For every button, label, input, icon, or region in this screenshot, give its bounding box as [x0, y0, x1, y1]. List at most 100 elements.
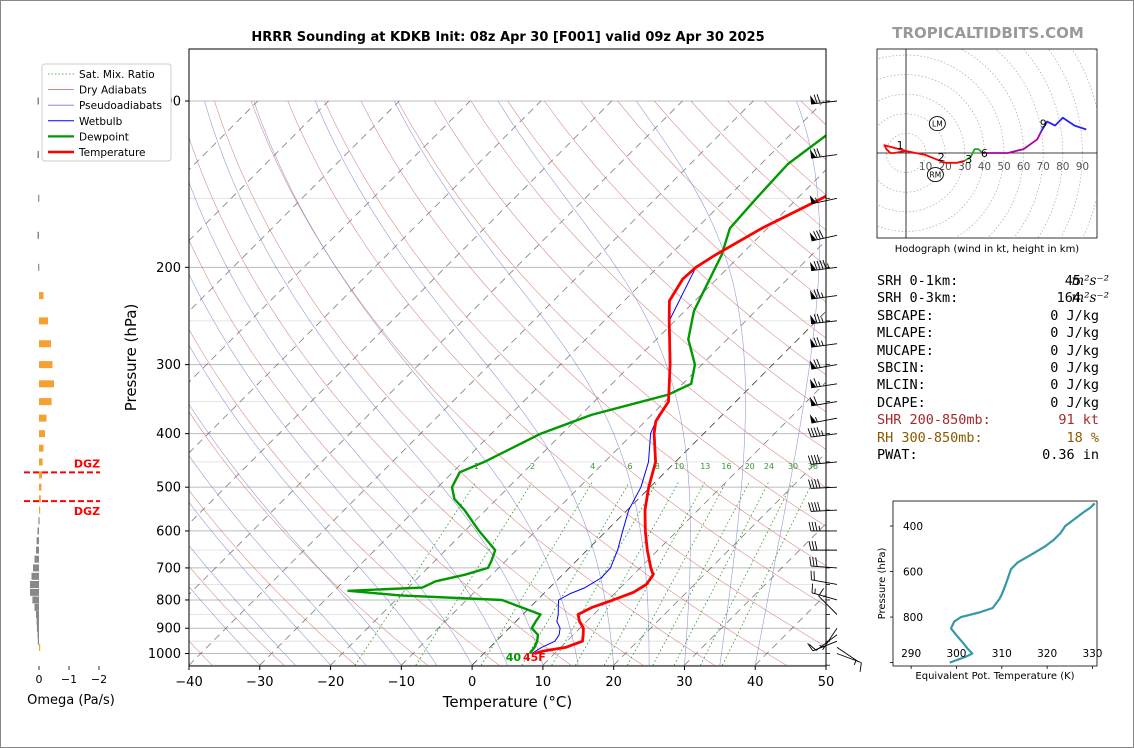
wind-barb: [807, 454, 838, 465]
wind-barb: [809, 378, 838, 389]
wind-barb: [808, 521, 837, 532]
temperature-line: [534, 194, 826, 655]
legend-entry: Dewpoint: [79, 131, 129, 143]
pseudoadiabat: [315, 100, 614, 666]
dry-adiabat: [189, 136, 643, 666]
barb-staff: [811, 234, 838, 242]
barb-staff: [811, 579, 838, 585]
hodograph-height-label: 9: [1040, 118, 1047, 131]
param-value: 0 J/kg: [1050, 342, 1099, 359]
parameters-table: SRH 0-1km: m²s⁻² 45 SRH 0-3km: m²s⁻² 164 SBCAP…: [877, 273, 1117, 464]
x-tick-label: 10: [535, 675, 552, 690]
omega-panel: DGZ DGZ 0 −1 −2 Omega (Pa/s): [24, 97, 115, 708]
omega-bar: [39, 458, 43, 466]
barb-staff: [811, 295, 838, 300]
omega-bar: [30, 580, 39, 588]
barb-full: [816, 337, 821, 347]
barb-half: [821, 292, 824, 298]
pseudoadiabat: [636, 100, 746, 666]
dgz-label-top: DGZ: [74, 457, 100, 470]
x-tick-label: 0: [468, 675, 476, 690]
barb-full: [814, 541, 818, 551]
barb-full: [811, 502, 815, 512]
omega-bar: [36, 537, 39, 545]
barb-full: [811, 583, 813, 593]
hodograph-ring-label: 70: [1037, 161, 1050, 173]
theta-e-line: [949, 502, 1096, 664]
x-tick-label: 50: [818, 675, 835, 690]
wind-barb: [808, 541, 837, 551]
mixing-ratio-label: 2: [530, 462, 535, 471]
x-tick-label: 30: [676, 675, 693, 690]
isotherm: [684, 523, 826, 666]
barb-staff: [811, 509, 838, 512]
dry-adiabat: [189, 489, 356, 666]
barb-full: [816, 230, 821, 240]
dry-adiabat: [324, 100, 826, 607]
theta-e-y-tick-label: 400: [903, 521, 923, 533]
wind-barb: [810, 337, 838, 348]
omega-bar: [37, 527, 39, 535]
barb-full: [810, 455, 815, 465]
barb-flag: [810, 290, 817, 300]
barb-full: [818, 588, 824, 597]
legend-entry: Wetbulb: [79, 116, 123, 128]
pseudoadiabat: [497, 100, 691, 666]
dry-adiabat: [434, 100, 826, 488]
pseudoadiabat: [253, 100, 579, 666]
barb-flag: [810, 314, 817, 324]
theta-e-x-tick-label: 290: [901, 648, 921, 660]
param-row: PWAT: 0.36 in: [877, 447, 1117, 464]
mixing-ratio-line: [354, 482, 477, 666]
isotherm: [189, 100, 471, 383]
omega-bar: [37, 231, 39, 239]
isotherm: [330, 169, 826, 666]
barb-full: [812, 557, 815, 567]
mixing-ratio-label: 20: [745, 462, 755, 471]
param-value: 0 J/kg: [1050, 377, 1099, 394]
wind-barb: [809, 396, 838, 407]
omega-tick-label: −2: [91, 673, 107, 686]
barb-staff: [818, 595, 838, 615]
dewpoint-line: [347, 133, 826, 655]
theta-e-y-tick-label: 600: [903, 567, 923, 579]
omega-bar: [38, 194, 40, 202]
barb-staff: [836, 653, 862, 664]
mixing-ratio-label: 4: [590, 462, 595, 471]
barb-full: [813, 148, 818, 158]
param-label: PWAT:: [877, 446, 918, 463]
hodograph-height-label: 2: [938, 151, 945, 164]
wind-barb: [809, 229, 838, 242]
pseudoadiabat: [189, 455, 367, 666]
omega-bar: [39, 444, 44, 452]
legend-entry: Dry Adiabats: [79, 85, 147, 97]
barb-staff: [836, 647, 859, 663]
isotherm: [189, 100, 400, 312]
y-tick-label: 700: [156, 561, 181, 576]
barb-full: [808, 541, 812, 551]
omega-bar: [34, 603, 39, 611]
pseudoadiabat: [189, 344, 437, 666]
barb-staff: [811, 417, 838, 424]
hodograph-ring-label: 30: [958, 161, 971, 173]
wind-barb: [808, 501, 838, 512]
hodograph-frame: [876, 48, 1098, 239]
barb-full: [816, 358, 821, 368]
x-tick-label: −10: [388, 675, 415, 690]
isotherm: [189, 100, 612, 525]
barb-flag: [810, 95, 817, 105]
dry-adiabat: [189, 411, 428, 666]
barb-full: [813, 427, 818, 437]
omega-bar: [38, 517, 40, 525]
barb-full: [813, 337, 818, 347]
theta-e-panel: 290 300 310 320 330 400 600 800 Equivalent Pot. …: [877, 500, 1102, 682]
barb-full: [811, 479, 815, 489]
param-row: DCAPE: 0 J/kg: [877, 395, 1117, 412]
barb-flag: [810, 261, 817, 271]
wind-barb: [819, 627, 838, 651]
wind-barb: [809, 358, 838, 370]
wind-barb: [810, 570, 838, 585]
barb-flag: [809, 378, 817, 388]
omega-bar: [39, 471, 42, 479]
